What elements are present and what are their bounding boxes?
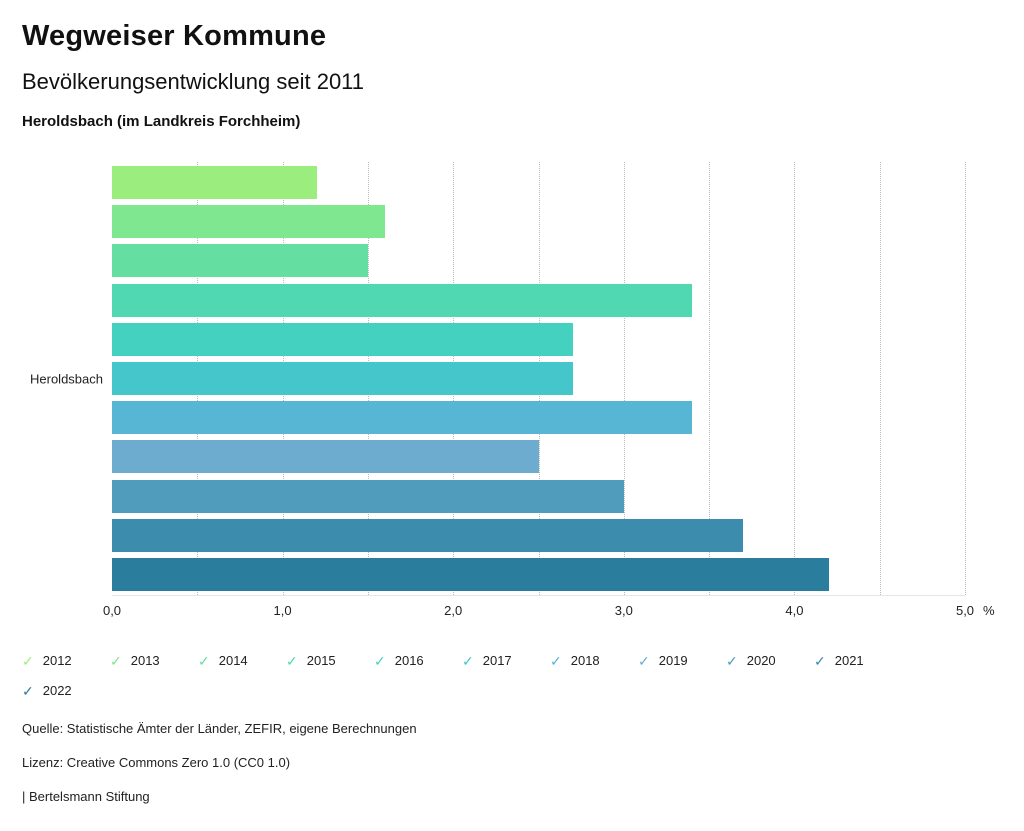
x-tick-0,0: 0,0 bbox=[102, 603, 122, 618]
x-tick-3,0: 3,0 bbox=[614, 603, 633, 618]
bar-2019[interactable] bbox=[112, 440, 539, 474]
legend-item-2014[interactable]: ✓ 2014 bbox=[198, 653, 286, 668]
gridline bbox=[879, 162, 881, 595]
attribution-note: | Bertelsmann Stiftung bbox=[22, 789, 150, 804]
legend-check-icon: ✓ bbox=[726, 652, 738, 669]
bar-2022[interactable] bbox=[112, 557, 829, 591]
legend-item-label: 2020 bbox=[746, 653, 776, 668]
legend-check-icon: ✓ bbox=[814, 652, 826, 669]
bar-2017[interactable] bbox=[112, 361, 573, 395]
x-axis-unit: % bbox=[983, 603, 995, 618]
page-title: Wegweiser Kommune bbox=[22, 20, 327, 52]
legend-item-2012[interactable]: ✓ 2012 bbox=[22, 653, 110, 668]
bar-2012[interactable] bbox=[112, 166, 317, 199]
bar-2015[interactable] bbox=[112, 283, 693, 317]
legend-check-icon: ✓ bbox=[462, 652, 474, 669]
x-axis: % 0,0 1,0 2,0 3,0 4,0 5,0 bbox=[103, 603, 995, 625]
gridline bbox=[794, 162, 796, 595]
x-tick-5,0: 5,0 bbox=[955, 603, 975, 618]
legend-check-icon: ✓ bbox=[22, 652, 34, 669]
legend-check-icon: ✓ bbox=[286, 652, 298, 669]
footer: Quelle: Statistische Ämter der Länder, Z… bbox=[22, 721, 1002, 804]
bar-chart: Heroldsbach % 0,0 1,0 2,0 3,0 4,0 5,0 bbox=[30, 162, 995, 625]
legend-check-icon: ✓ bbox=[22, 682, 34, 699]
legend-item-label: 2012 bbox=[42, 653, 72, 668]
bar-2016[interactable] bbox=[112, 322, 573, 356]
header: Wegweiser Kommune Bevölkerungsentwicklun… bbox=[0, 0, 1024, 130]
legend: ✓ 2012 ✓ 2013 ✓ 2014 ✓ 2015 ✓ 2016 ✓ 2017 ✓ 2018 ✓ 2019… bbox=[22, 653, 942, 713]
legend-item-2015[interactable]: ✓ 2015 bbox=[286, 653, 374, 668]
legend-item-label: 2013 bbox=[130, 653, 160, 668]
plot-area: Heroldsbach bbox=[30, 162, 966, 596]
legend-item-2022[interactable]: ✓ 2022 bbox=[22, 683, 110, 698]
legend-item-label: 2014 bbox=[218, 653, 248, 668]
legend-item-label: 2017 bbox=[482, 653, 512, 668]
legend-item-label: 2019 bbox=[658, 653, 688, 668]
legend-item-2013[interactable]: ✓ 2013 bbox=[110, 653, 198, 668]
x-tick-2,0: 2,0 bbox=[444, 603, 463, 618]
bar-2014[interactable] bbox=[112, 244, 368, 278]
gridline bbox=[709, 162, 711, 595]
legend-item-2019[interactable]: ✓ 2019 bbox=[638, 653, 726, 668]
legend-item-2020[interactable]: ✓ 2020 bbox=[726, 653, 814, 668]
legend-item-2018[interactable]: ✓ 2018 bbox=[550, 653, 638, 668]
license-note: Lizenz: Creative Commons Zero 1.0 (CC0 1… bbox=[22, 755, 291, 770]
legend-check-icon: ✓ bbox=[198, 652, 210, 669]
bar-2013[interactable] bbox=[112, 205, 385, 239]
legend-check-icon: ✓ bbox=[638, 652, 650, 669]
bars bbox=[112, 162, 965, 595]
bar-2020[interactable] bbox=[112, 479, 624, 513]
x-tick-4,0: 4,0 bbox=[785, 603, 804, 618]
gridline bbox=[965, 162, 966, 595]
legend-item-label: 2015 bbox=[306, 653, 336, 668]
chart-title: Bevölkerungsentwicklung seit 2011 bbox=[22, 69, 365, 94]
y-axis-label: Heroldsbach bbox=[30, 371, 103, 386]
legend-check-icon: ✓ bbox=[550, 652, 562, 669]
gridline bbox=[623, 162, 625, 595]
source-note: Quelle: Statistische Ämter der Länder, Z… bbox=[22, 721, 417, 736]
bar-2018[interactable] bbox=[112, 401, 693, 435]
legend-item-2021[interactable]: ✓ 2021 bbox=[814, 653, 902, 668]
legend-check-icon: ✓ bbox=[110, 652, 122, 669]
legend-item-2016[interactable]: ✓ 2016 bbox=[374, 653, 462, 668]
legend-item-label: 2022 bbox=[42, 683, 72, 698]
legend-check-icon: ✓ bbox=[374, 652, 386, 669]
bar-2021[interactable] bbox=[112, 518, 744, 552]
region-title: Heroldsbach (im Landkreis Forchheim) bbox=[22, 113, 301, 130]
legend-item-2017[interactable]: ✓ 2017 bbox=[462, 653, 550, 668]
legend-item-label: 2018 bbox=[570, 653, 600, 668]
x-tick-1,0: 1,0 bbox=[273, 603, 292, 618]
legend-item-label: 2016 bbox=[394, 653, 424, 668]
legend-item-label: 2021 bbox=[834, 653, 864, 668]
